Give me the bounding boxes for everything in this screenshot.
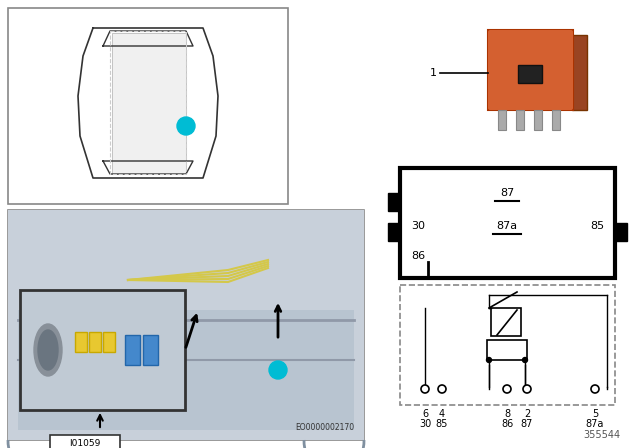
Bar bbox=[50, 435, 120, 448]
FancyBboxPatch shape bbox=[488, 30, 573, 110]
Circle shape bbox=[523, 385, 531, 393]
Circle shape bbox=[486, 358, 492, 362]
Circle shape bbox=[269, 361, 287, 379]
Bar bbox=[8, 210, 364, 440]
Bar bbox=[385, 5, 630, 163]
Circle shape bbox=[177, 117, 195, 135]
Text: 355544: 355544 bbox=[583, 430, 620, 440]
Bar bbox=[491, 308, 521, 336]
Text: 85: 85 bbox=[590, 221, 604, 231]
Bar bbox=[388, 193, 400, 211]
Text: 30: 30 bbox=[411, 221, 425, 231]
Circle shape bbox=[421, 385, 429, 393]
Text: 87: 87 bbox=[521, 419, 533, 429]
Bar bbox=[75, 332, 87, 352]
Bar bbox=[400, 168, 615, 278]
Ellipse shape bbox=[38, 330, 58, 370]
Bar bbox=[516, 110, 524, 130]
Bar bbox=[103, 332, 115, 352]
Bar bbox=[20, 290, 185, 410]
Bar bbox=[498, 110, 506, 130]
Circle shape bbox=[438, 385, 446, 393]
Text: 1: 1 bbox=[275, 365, 282, 375]
Bar bbox=[488, 30, 573, 110]
Bar bbox=[112, 33, 186, 174]
Bar bbox=[8, 8, 288, 204]
Text: I01059
X501: I01059 X501 bbox=[69, 439, 100, 448]
Bar bbox=[8, 210, 364, 440]
Text: 4: 4 bbox=[439, 409, 445, 419]
Circle shape bbox=[503, 385, 511, 393]
Bar bbox=[18, 310, 354, 430]
Circle shape bbox=[522, 358, 527, 362]
Bar bbox=[143, 335, 158, 365]
Text: 30: 30 bbox=[419, 419, 431, 429]
Text: 5: 5 bbox=[592, 409, 598, 419]
Ellipse shape bbox=[34, 324, 62, 376]
Bar bbox=[552, 110, 560, 130]
Text: 1: 1 bbox=[182, 121, 189, 131]
FancyBboxPatch shape bbox=[572, 35, 587, 110]
Text: 87: 87 bbox=[500, 188, 514, 198]
Bar bbox=[615, 223, 627, 241]
Bar bbox=[388, 223, 400, 241]
Bar bbox=[89, 332, 101, 352]
Text: 87a: 87a bbox=[586, 419, 604, 429]
Text: 86: 86 bbox=[501, 419, 513, 429]
Text: 2: 2 bbox=[524, 409, 530, 419]
Text: 8: 8 bbox=[504, 409, 510, 419]
Text: 1: 1 bbox=[429, 68, 436, 78]
Bar bbox=[487, 340, 527, 360]
Text: 86: 86 bbox=[411, 251, 425, 261]
Bar bbox=[518, 65, 542, 83]
Text: 87a: 87a bbox=[497, 221, 518, 231]
Bar bbox=[125, 335, 140, 365]
Bar bbox=[400, 285, 615, 405]
Text: EO0000002170: EO0000002170 bbox=[295, 423, 354, 432]
Circle shape bbox=[591, 385, 599, 393]
Text: 6: 6 bbox=[422, 409, 428, 419]
Text: 85: 85 bbox=[436, 419, 448, 429]
Bar bbox=[534, 110, 542, 130]
